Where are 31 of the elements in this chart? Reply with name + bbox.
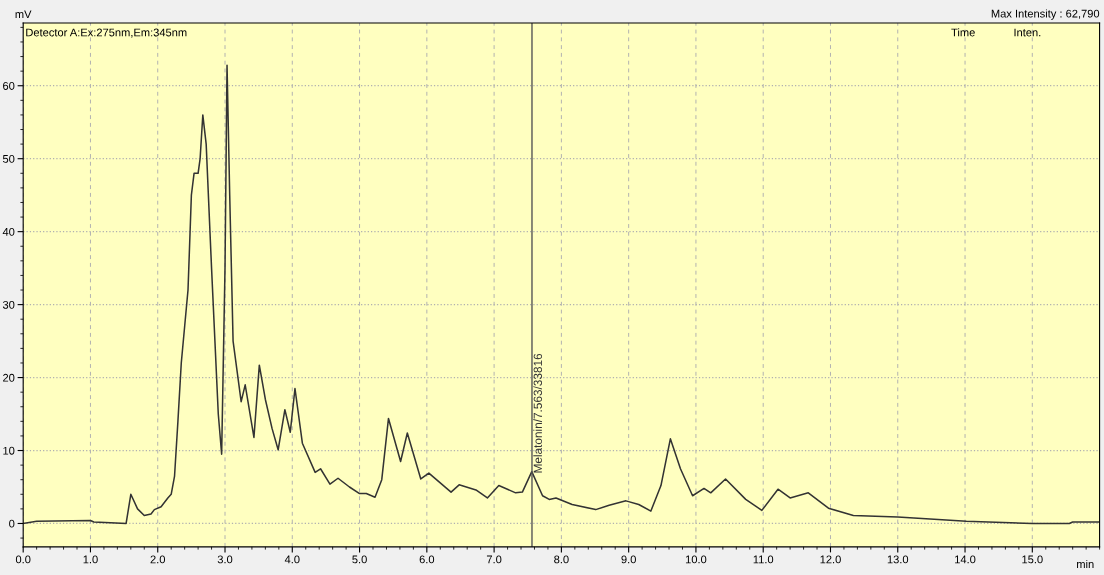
x-tick-label: 2.0	[150, 555, 166, 564]
y-tick-label: 10	[3, 446, 15, 455]
x-tick-label: 0.0	[15, 555, 31, 564]
x-tick-label: 5.0	[352, 555, 367, 564]
y-tick-label: 20	[3, 373, 15, 382]
y-tick-label: 60	[3, 82, 15, 90]
x-tick-label: 10.0	[685, 555, 707, 564]
x-tick-label: 9.0	[621, 555, 636, 564]
line-series	[23, 64, 1100, 525]
x-tick-label: 15.0	[1022, 555, 1043, 564]
x-axis-title: min	[1077, 559, 1094, 568]
y-tick-label: 50	[2, 154, 15, 163]
y-axis-title: mV	[15, 10, 32, 19]
x-tick-label: 12.0	[820, 555, 841, 564]
x-tick-label: 11.0	[753, 555, 774, 564]
annotation: Inten.	[1014, 28, 1041, 37]
x-tick-label: 13.0	[887, 555, 909, 564]
y-tick-label: 30	[2, 300, 15, 309]
y-tick-label: 40	[2, 227, 15, 236]
annotation: Time	[951, 28, 975, 37]
x-tick-label: 1.0	[83, 555, 98, 564]
x-tick-label: 4.0	[284, 555, 300, 564]
x-tick-label: 14.0	[955, 555, 976, 564]
x-tick-label: 8.0	[554, 555, 569, 564]
x-tick-label: 7.0	[486, 555, 502, 564]
chart-title: Max Intensity : 62,790	[991, 9, 1100, 20]
x-tick-label: 6.0	[419, 555, 435, 564]
annotation: Detector A:Ex:275nm,Em:345nm	[26, 28, 187, 38]
x-tick-label: 3.0	[217, 555, 233, 564]
ref-line-label: Melatonin/7.563/33816	[533, 353, 542, 473]
y-tick-label: 0	[9, 519, 15, 528]
